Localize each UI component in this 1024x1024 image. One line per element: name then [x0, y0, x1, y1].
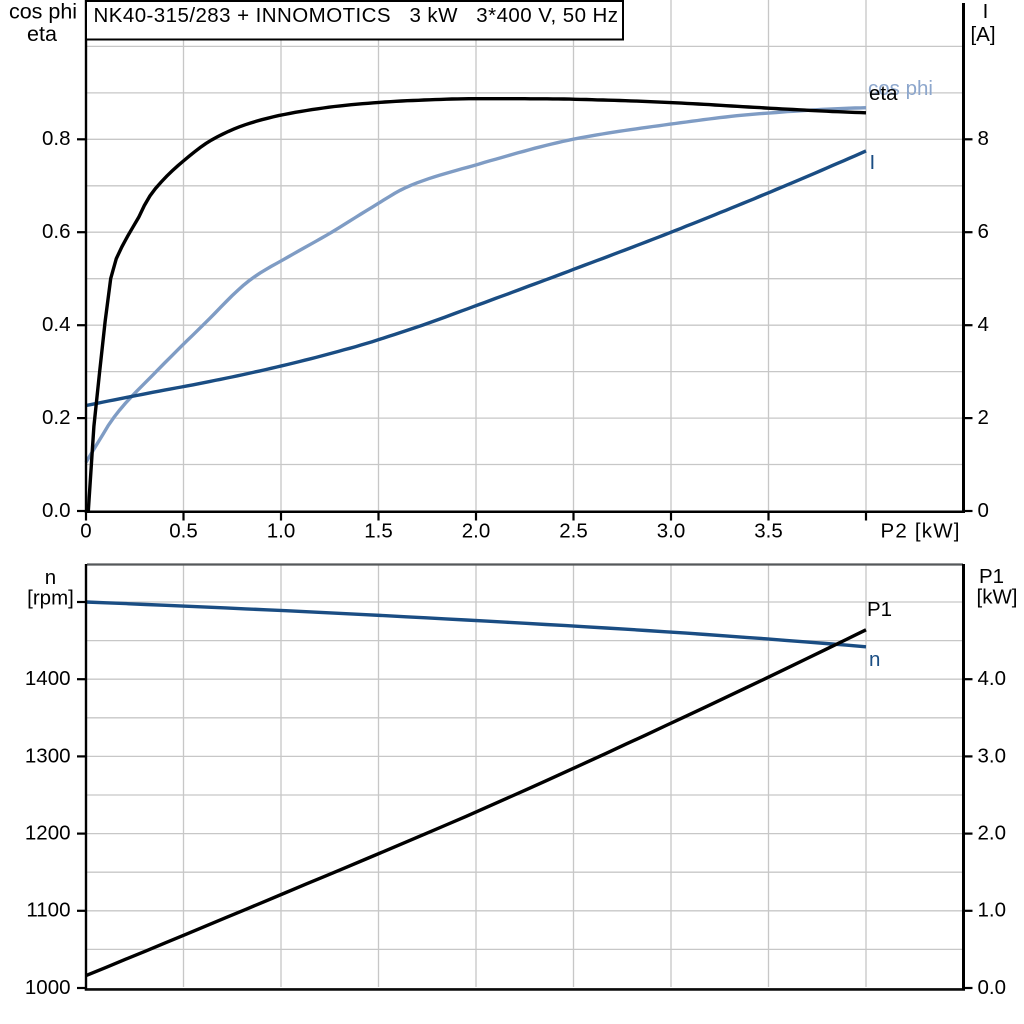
- svg-text:1000: 1000: [25, 976, 71, 999]
- svg-text:0.4: 0.4: [42, 313, 71, 336]
- svg-text:I: I: [870, 151, 876, 174]
- svg-text:1300: 1300: [25, 744, 71, 767]
- svg-text:2.0: 2.0: [978, 822, 1007, 845]
- svg-text:1400: 1400: [25, 667, 71, 690]
- svg-text:8: 8: [978, 127, 989, 150]
- svg-text:n: n: [869, 648, 880, 671]
- svg-text:P1: P1: [979, 565, 1004, 588]
- svg-text:n: n: [45, 566, 56, 589]
- svg-text:0.8: 0.8: [42, 127, 71, 150]
- svg-text:3.5: 3.5: [754, 519, 783, 542]
- svg-text:0.5: 0.5: [169, 519, 198, 542]
- svg-text:4.0: 4.0: [978, 667, 1007, 690]
- svg-text:0: 0: [80, 519, 91, 542]
- svg-text:cos phi: cos phi: [9, 0, 77, 24]
- svg-text:cos phi: cos phi: [868, 77, 933, 100]
- svg-text:eta: eta: [27, 22, 57, 46]
- svg-text:I: I: [983, 0, 989, 23]
- svg-text:6: 6: [978, 220, 989, 243]
- svg-text:P2 [kW]: P2 [kW]: [881, 519, 961, 542]
- svg-text:3.0: 3.0: [657, 519, 686, 542]
- svg-text:NK40-315/283 + INNOMOTICS 3: NK40-315/283 + INNOMOTICS 3 kW 3*400 V, …: [94, 4, 619, 27]
- svg-text:2.0: 2.0: [462, 519, 491, 542]
- svg-text:eta: eta: [869, 82, 898, 105]
- svg-text:3.0: 3.0: [978, 744, 1007, 767]
- svg-text:[rpm]: [rpm]: [27, 587, 74, 610]
- svg-text:0: 0: [978, 499, 989, 522]
- svg-text:1.0: 1.0: [978, 899, 1007, 922]
- svg-text:1.5: 1.5: [364, 519, 393, 542]
- svg-text:1200: 1200: [25, 822, 71, 845]
- svg-text:4: 4: [978, 313, 989, 336]
- svg-text:P1: P1: [867, 598, 892, 621]
- svg-text:0.0: 0.0: [978, 976, 1007, 999]
- svg-text:2.5: 2.5: [559, 519, 588, 542]
- svg-text:[A]: [A]: [970, 23, 995, 46]
- svg-text:1100: 1100: [26, 899, 70, 922]
- svg-text:[kW]: [kW]: [977, 586, 1018, 609]
- svg-text:0.6: 0.6: [42, 220, 71, 243]
- svg-text:2: 2: [978, 406, 989, 429]
- svg-text:0.2: 0.2: [42, 406, 71, 429]
- svg-text:0.0: 0.0: [42, 499, 71, 522]
- svg-text:1.0: 1.0: [267, 519, 296, 542]
